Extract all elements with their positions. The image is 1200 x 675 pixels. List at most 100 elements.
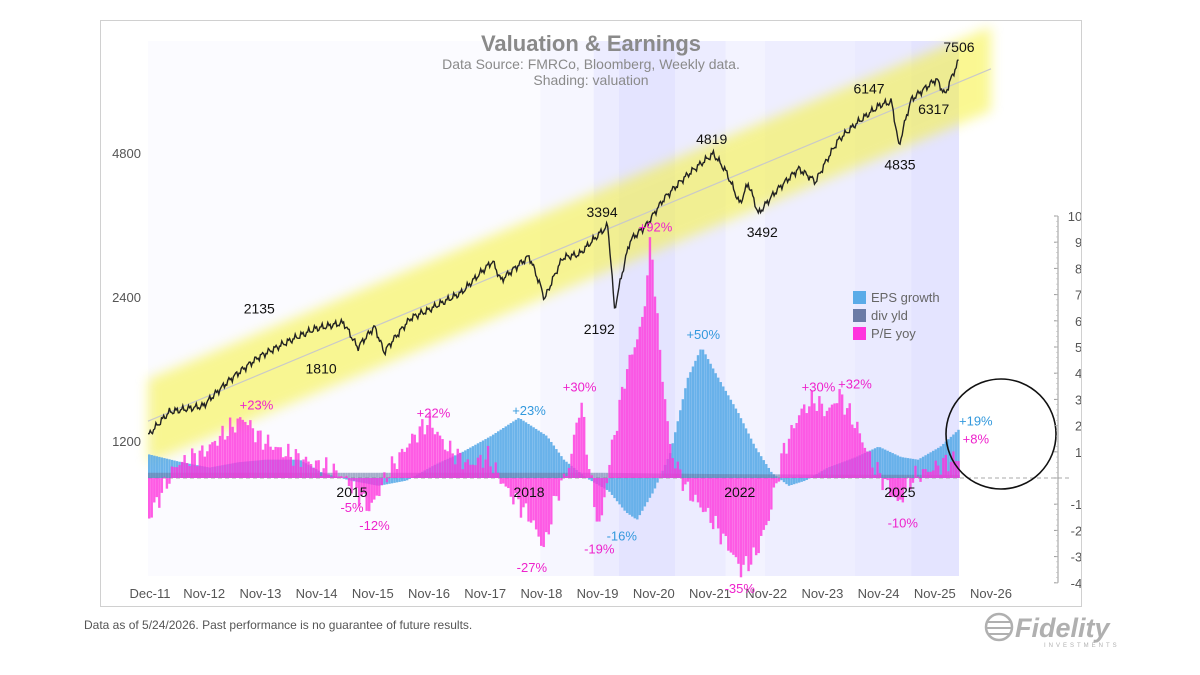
- pe-bar: [916, 476, 920, 478]
- eps-bar: [150, 455, 153, 478]
- div-yld-bar: [337, 472, 341, 478]
- pe-bar: [539, 478, 543, 546]
- pe-bar: [289, 456, 293, 478]
- eps-bar: [405, 478, 409, 481]
- eps-bar: [881, 448, 884, 478]
- pe-bar: [851, 424, 854, 478]
- pe-bar: [704, 478, 707, 512]
- pe-bar: [332, 463, 336, 478]
- chart-subtitle-1: Shading: valuation: [533, 72, 648, 88]
- div-yld-bar: [686, 473, 690, 478]
- pe-bar: [259, 430, 262, 478]
- chart-title: Valuation & Earnings: [481, 31, 701, 56]
- x-axis-tick-10: Nov-21: [689, 586, 731, 601]
- pe-bar: [491, 473, 495, 478]
- pe-bar: [947, 471, 950, 478]
- price-label-7506: 7506: [943, 39, 974, 55]
- pe-bar: [785, 453, 788, 478]
- div-yld-bar: [598, 472, 601, 478]
- pe-bar: [628, 354, 631, 478]
- div-yld-bar: [714, 474, 717, 478]
- div-yld-bar: [350, 472, 353, 478]
- div-yld-bar: [896, 474, 899, 478]
- pe-bar: [901, 478, 905, 503]
- pe-bar: [570, 453, 573, 478]
- pe-bar: [620, 386, 624, 478]
- pe-bar: [340, 476, 343, 478]
- pe-bar: [213, 440, 217, 478]
- eps-bar: [749, 438, 753, 478]
- eps-bar: [643, 478, 647, 507]
- eps-bar: [767, 467, 771, 478]
- right-axis-tick-5: 50%: [1075, 340, 1081, 355]
- pe-bar: [803, 404, 806, 478]
- div-yld-bar: [534, 472, 538, 478]
- div-yld-bar: [360, 472, 363, 478]
- eps-bar: [395, 478, 399, 483]
- div-yld-bar: [689, 473, 692, 478]
- pe-bar: [714, 478, 717, 516]
- chart-frame: Valuation & Earnings Data Source: FMRCo, …: [100, 20, 1082, 607]
- pe-bar: [613, 434, 616, 478]
- pe-bar: [269, 446, 272, 478]
- pe-bar: [754, 478, 758, 556]
- pe-bar: [886, 478, 889, 481]
- right-axis-tick-12: -20%: [1071, 523, 1081, 538]
- pe-bar: [178, 465, 181, 478]
- pe-bar: [464, 462, 467, 478]
- div-yld-bar: [595, 472, 599, 478]
- legend-swatch-2: [853, 327, 866, 340]
- pe-bar: [165, 478, 169, 489]
- eps-bar: [906, 458, 910, 478]
- pe-bar: [226, 436, 229, 478]
- eps-bar: [550, 441, 553, 478]
- pe-bar: [813, 403, 816, 478]
- brand-sub: INVESTMENTS: [1044, 643, 1120, 649]
- pe-bar: [623, 388, 626, 478]
- pe-bar: [325, 457, 328, 478]
- pe-bar: [681, 478, 685, 491]
- eps-bar: [888, 451, 892, 478]
- price-label-2192: 2192: [584, 321, 615, 337]
- eps-bar: [717, 377, 720, 478]
- pe-bar: [276, 447, 280, 478]
- div-yld-bar: [168, 472, 171, 478]
- pct-label-6: +30%: [563, 379, 597, 394]
- fidelity-globe-icon: [984, 612, 1014, 642]
- pe-bar: [489, 466, 492, 478]
- pe-bar: [891, 478, 894, 497]
- div-yld-bar: [380, 472, 384, 478]
- left-axis-tick-2: 4800: [112, 146, 141, 161]
- eps-bar: [795, 478, 798, 484]
- pe-bar: [170, 466, 174, 478]
- pe-bar: [507, 478, 510, 489]
- pe-bar: [173, 467, 176, 478]
- pe-bar: [603, 478, 606, 498]
- pe-bar: [451, 453, 454, 478]
- pe-bar: [428, 412, 432, 478]
- pe-bar: [461, 469, 464, 478]
- div-yld-bar: [881, 474, 884, 478]
- pe-bar: [888, 478, 892, 497]
- eps-bar: [681, 399, 685, 478]
- right-axis-tick-0: 100%: [1068, 209, 1081, 224]
- div-yld-bar: [883, 474, 887, 478]
- div-yld-bar: [160, 472, 164, 478]
- div-yld-bar: [600, 472, 604, 478]
- pe-bar: [304, 456, 308, 478]
- pe-bar: [448, 440, 452, 478]
- pe-bar: [294, 449, 298, 478]
- pe-bar: [337, 476, 341, 478]
- right-axis-tick-6: 40%: [1075, 366, 1081, 381]
- pe-bar: [527, 478, 530, 522]
- pe-bar: [249, 420, 252, 478]
- div-yld-bar: [514, 472, 518, 478]
- eps-bar: [641, 478, 644, 511]
- pe-bar: [550, 478, 553, 525]
- eps-bar: [393, 478, 396, 483]
- div-yld-bar: [373, 472, 376, 478]
- eps-bar: [729, 399, 733, 478]
- eps-bar: [694, 360, 697, 478]
- pe-bar: [823, 416, 826, 478]
- pe-bar: [236, 418, 239, 478]
